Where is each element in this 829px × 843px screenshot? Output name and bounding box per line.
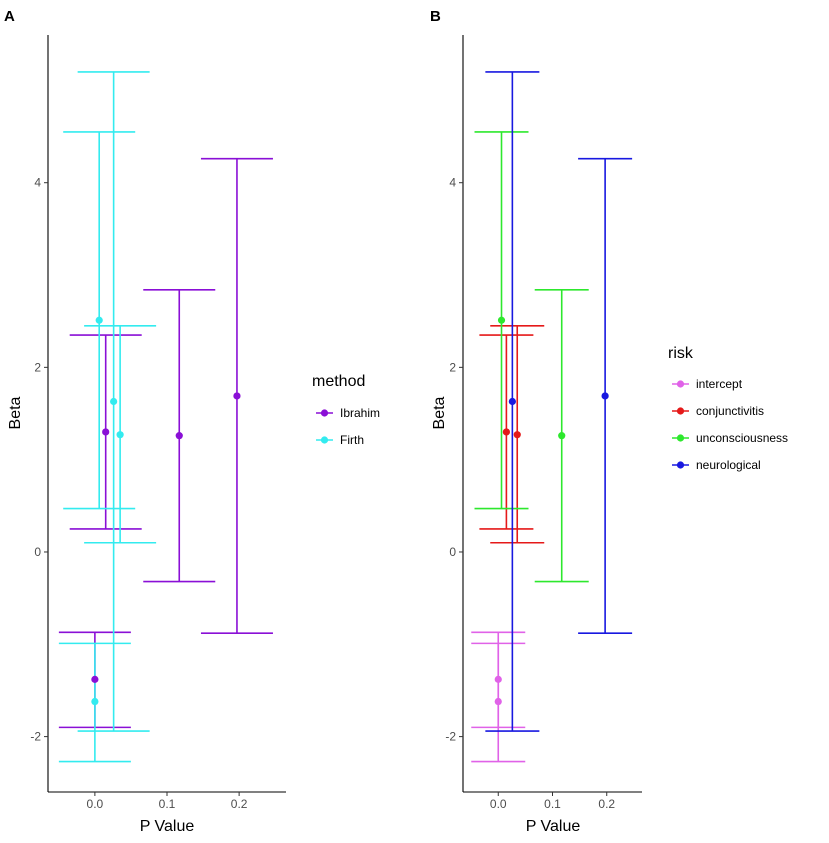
legend-label: Ibrahim (340, 406, 380, 420)
x-tick-label: 0.0 (87, 797, 104, 811)
panel-b-x-axis-title: P Value (526, 818, 581, 835)
panel-b-points (494, 316, 609, 706)
panel-a-legend-item-ibrahim: Ibrahim (316, 406, 380, 420)
panel-b-legend-items: intercept conjunctivitis unconsciousness ne… (672, 377, 788, 472)
legend-label: neurological (696, 458, 761, 472)
panel-a-label: A (4, 8, 15, 25)
panel-b-legend-item-unconsciousness: unconsciousness (672, 431, 788, 445)
legend-key-point (676, 407, 685, 415)
panel-b-point-neurological-0 (508, 397, 516, 406)
panel-a-y-axis-title: Beta (7, 396, 24, 429)
y-tick-label: 2 (449, 360, 456, 374)
x-tick-label: 0.1 (159, 797, 176, 811)
panel-b-x-ticks: 0.0 0.1 0.2 (490, 792, 615, 811)
x-tick-label: 0.1 (544, 797, 561, 811)
legend-key-point (676, 461, 685, 469)
panel-b-legend-item-conjunctivitis: conjunctivitis (672, 404, 764, 418)
y-tick-label: 4 (34, 176, 41, 190)
panel-a-legend-title: method (312, 373, 365, 390)
panel-a-point-ibrahim-1 (102, 428, 110, 436)
legend-label: unconsciousness (696, 431, 788, 445)
legend-label: conjunctivitis (696, 404, 764, 418)
panel-b-legend-title: risk (668, 345, 694, 362)
y-tick-label: -2 (30, 730, 41, 744)
panel-b-label: B (430, 8, 441, 25)
panel-b-point-unconsciousness-1 (558, 432, 566, 440)
legend-key-point (320, 436, 329, 444)
x-tick-label: 0.2 (598, 797, 615, 811)
panel-b-point-intercept-1 (494, 697, 502, 706)
panel-b-point-conjunctivitis-1 (513, 431, 521, 439)
panel-b-y-axis-title: Beta (431, 396, 448, 429)
y-tick-label: 0 (34, 545, 41, 559)
panel-b-point-neurological-1 (601, 392, 609, 400)
x-tick-label: 0.0 (490, 797, 507, 811)
panel-a-points (91, 316, 241, 706)
panel-a-legend-items: Ibrahim Firth (316, 406, 380, 447)
panel-a: A 0.0 0.1 0.2 -2 0 2 4 P Value Beta method Ib… (4, 8, 380, 835)
panel-b-point-unconsciousness-0 (497, 316, 506, 324)
panel-a-x-axis-title: P Value (140, 818, 195, 835)
y-tick-label: 2 (34, 360, 41, 374)
legend-label: Firth (340, 433, 364, 447)
panel-b-point-intercept-0 (494, 675, 502, 683)
y-tick-label: -2 (445, 730, 456, 744)
panel-a-point-ibrahim-0 (91, 675, 99, 683)
legend-label: intercept (696, 377, 743, 391)
y-tick-label: 4 (449, 176, 456, 190)
panel-a-point-ibrahim-3 (233, 392, 241, 400)
legend-key-point (676, 380, 685, 388)
panel-b-point-conjunctivitis-0 (502, 428, 510, 436)
panel-a-errorbars (58, 71, 273, 763)
panel-a-point-firth-2 (110, 397, 118, 406)
legend-key-point (676, 434, 685, 442)
panel-b-legend-item-intercept: intercept (672, 377, 743, 391)
panel-a-y-ticks: -2 0 2 4 (30, 176, 48, 744)
panel-a-point-firth-1 (95, 316, 103, 324)
x-tick-label: 0.2 (231, 797, 248, 811)
y-tick-label: 0 (449, 545, 456, 559)
panel-b-errorbars (471, 71, 633, 763)
panel-a-point-ibrahim-2 (175, 432, 183, 440)
legend-key-point (320, 409, 329, 417)
panel-b: B 0.0 0.1 0.2 -2 0 2 4 P Value Beta risk inte… (430, 8, 788, 835)
panel-a-point-firth-0 (91, 697, 99, 706)
panel-a-x-ticks: 0.0 0.1 0.2 (87, 792, 248, 811)
panel-a-legend-item-firth: Firth (316, 433, 364, 447)
panel-b-legend: risk intercept conjunctivitis unconsciousn… (668, 345, 788, 472)
panel-a-point-firth-3 (116, 431, 124, 439)
panel-b-legend-item-neurological: neurological (672, 458, 761, 472)
panel-a-legend: method Ibrahim Firth (312, 373, 380, 447)
panel-b-y-ticks: -2 0 2 4 (445, 176, 463, 744)
